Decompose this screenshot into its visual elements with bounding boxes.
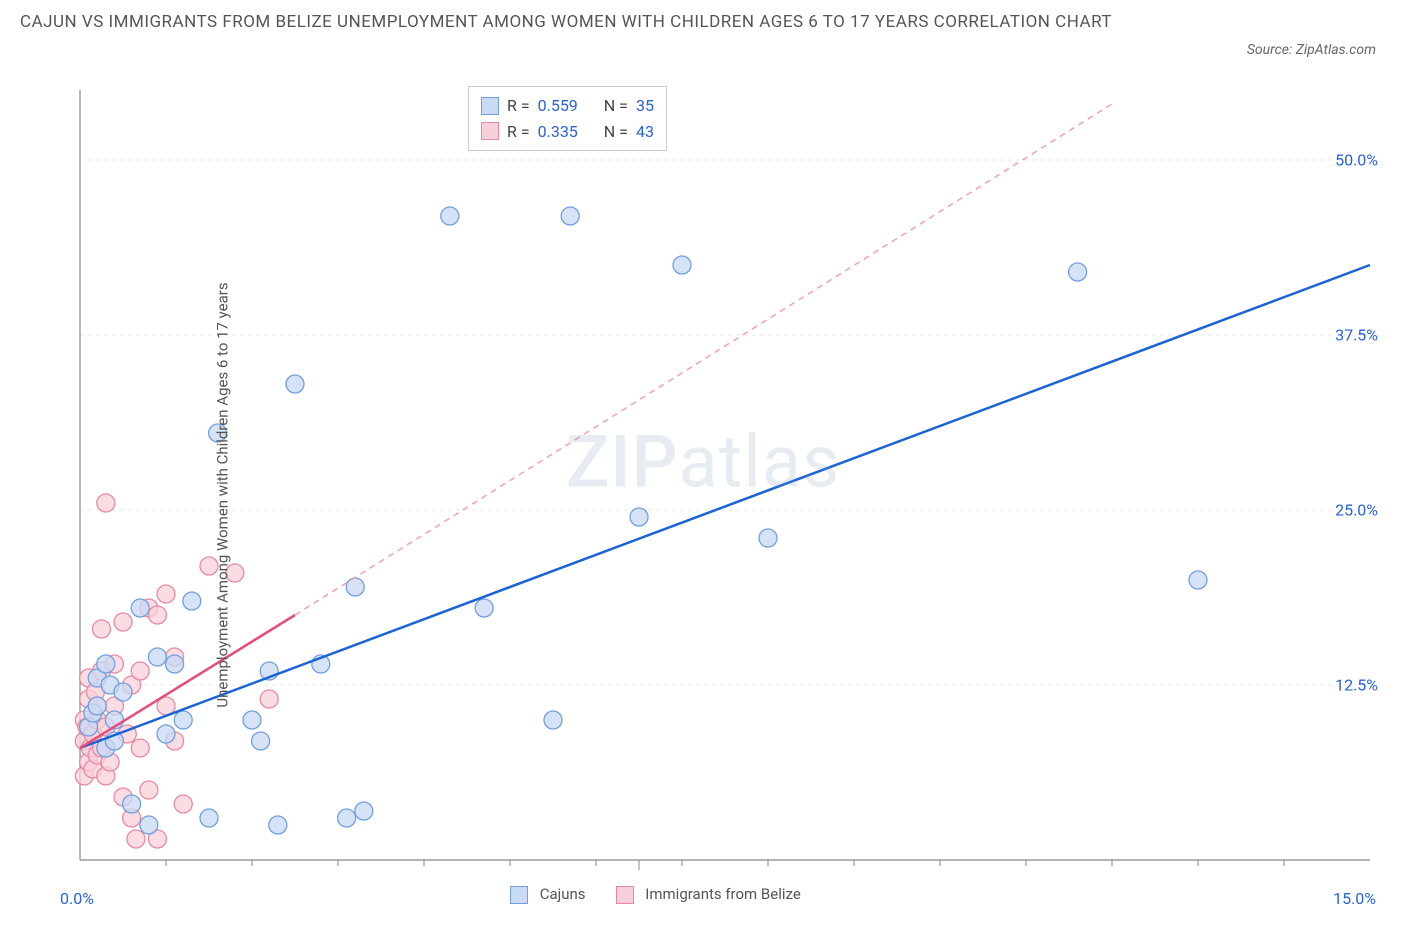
- legend-label: Cajuns: [540, 885, 586, 903]
- x-axis-max-label: 15.0%: [1333, 889, 1376, 908]
- legend-label: Immigrants from Belize: [645, 885, 801, 903]
- source-attribution: Source: ZipAtlas.com: [1247, 42, 1376, 58]
- x-axis-min-label: 0.0%: [60, 889, 94, 908]
- legend-row-series-1: R = 0.559 N = 35: [481, 93, 654, 119]
- y-tick-label: 37.5%: [1335, 326, 1378, 345]
- chart-container: Unemployment Among Women with Children A…: [20, 80, 1386, 910]
- legend-n-label: N =: [604, 119, 628, 145]
- legend-r-value: 0.335: [538, 119, 578, 145]
- legend-swatch-icon: [510, 886, 528, 904]
- legend-row-series-2: R = 0.335 N = 43: [481, 119, 654, 145]
- legend-n-value: 43: [636, 119, 654, 145]
- legend-r-value: 0.559: [538, 93, 578, 119]
- legend-swatch-icon: [481, 122, 499, 140]
- legend-r-label: R =: [507, 93, 530, 119]
- y-tick-label: 25.0%: [1335, 501, 1378, 520]
- legend-n-label: N =: [604, 93, 628, 119]
- chart-title: CAJUN VS IMMIGRANTS FROM BELIZE UNEMPLOY…: [20, 10, 1120, 36]
- legend-n-value: 35: [636, 93, 654, 119]
- y-tick-label: 12.5%: [1335, 676, 1378, 695]
- y-tick-label: 50.0%: [1335, 151, 1378, 170]
- legend-r-label: R =: [507, 119, 530, 145]
- correlation-legend: R = 0.559 N = 35 R = 0.335 N = 43: [468, 86, 667, 151]
- legend-item: Immigrants from Belize: [616, 885, 801, 904]
- legend-swatch-icon: [481, 97, 499, 115]
- legend-swatch-icon: [616, 886, 634, 904]
- legend-item: Cajuns: [510, 885, 586, 904]
- series-legend: Cajuns Immigrants from Belize: [510, 885, 801, 904]
- y-axis-label: Unemployment Among Women with Children A…: [214, 282, 232, 707]
